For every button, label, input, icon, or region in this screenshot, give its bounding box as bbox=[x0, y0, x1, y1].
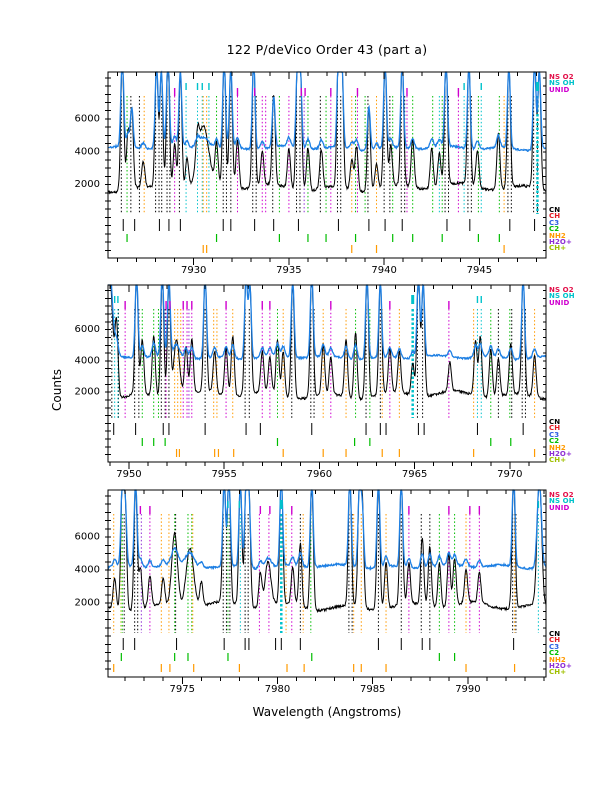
legend-item-NH2: NH2 bbox=[549, 231, 566, 240]
legend-nightsky-panel-2: NS O2 NS OH UNID bbox=[549, 286, 575, 307]
legend-item-C2: C2 bbox=[549, 649, 560, 658]
tick-label: 7985 bbox=[360, 684, 385, 695]
tick-label: 7980 bbox=[265, 684, 290, 695]
tick-label: 7970 bbox=[497, 469, 522, 480]
panel-1-blue-spectrum bbox=[107, 70, 547, 153]
legend-item-H2O+: H2O+ bbox=[549, 661, 572, 670]
tick-label: 7930 bbox=[181, 265, 206, 276]
legend-item-UNID: UNID bbox=[549, 298, 570, 307]
panel-3-line-markers bbox=[113, 514, 539, 633]
legend-item-UNID: UNID bbox=[549, 85, 570, 94]
tick-label: 7960 bbox=[307, 469, 332, 480]
panel-1-black-spectrum bbox=[107, 70, 547, 195]
legend-item-C2: C2 bbox=[549, 225, 560, 234]
legend-nightsky-panel-1: NS O2 NS OH UNID bbox=[549, 73, 575, 94]
panel-3-blue-spectrum bbox=[107, 489, 547, 572]
legend-item-NS_OH: NS OH bbox=[549, 497, 575, 506]
tick-label: 7975 bbox=[170, 684, 195, 695]
panel-1-bottom-marks bbox=[122, 219, 536, 253]
legend-species-panel-1: CN CH C3 C2 NH2 H2O+ CH+ bbox=[549, 206, 572, 253]
panel-2-blue-spectrum bbox=[108, 283, 547, 362]
tick-label: 7935 bbox=[276, 265, 301, 276]
legend-item-C3: C3 bbox=[549, 430, 560, 439]
panel-2-top-marks bbox=[113, 295, 482, 309]
panel-1-frame bbox=[105, 71, 547, 265]
panel-2-frame bbox=[105, 284, 547, 469]
legend-item-CH: CH bbox=[549, 424, 561, 433]
panel-1-top-marks bbox=[173, 82, 539, 96]
tick-label: 4000 bbox=[75, 355, 100, 366]
tick-label: 6000 bbox=[75, 113, 100, 124]
tick-label: 2000 bbox=[75, 179, 100, 190]
panel-3-frame bbox=[105, 489, 547, 684]
legend-item-CH+: CH+ bbox=[549, 668, 567, 677]
x-axis-label: Wavelength (Angstroms) bbox=[252, 705, 402, 719]
tick-label: 2000 bbox=[75, 387, 100, 398]
panel-1-axis-labels: 7930 7935 7940 7945 2000 4000 6000 bbox=[75, 113, 493, 276]
panel-2-bottom-marks bbox=[113, 423, 536, 457]
tick-label: 2000 bbox=[75, 598, 100, 609]
legend-item-C2: C2 bbox=[549, 437, 560, 446]
panel-1-line-markers bbox=[120, 96, 539, 214]
legend-item-NS_O2: NS O2 bbox=[549, 491, 574, 499]
legend-item-CH: CH bbox=[549, 636, 561, 645]
tick-label: 6000 bbox=[75, 324, 100, 335]
legend-item-NS_OH: NS OH bbox=[549, 79, 575, 88]
y-axis-label: Counts bbox=[50, 369, 64, 411]
tick-label: 7945 bbox=[467, 265, 492, 276]
legend-item-CH: CH bbox=[549, 212, 561, 221]
panel-3-axis-labels: 7975 7980 7985 7990 2000 4000 6000 bbox=[75, 532, 481, 695]
legend-item-CN: CN bbox=[549, 206, 561, 214]
legend-item-CH+: CH+ bbox=[549, 456, 567, 465]
panel-3-top-marks bbox=[139, 500, 540, 514]
legend-item-NS_O2: NS O2 bbox=[549, 73, 574, 81]
legend-item-NH2: NH2 bbox=[549, 655, 566, 664]
tick-label: 7950 bbox=[116, 469, 141, 480]
legend-item-H2O+: H2O+ bbox=[549, 449, 572, 458]
tick-label: 7965 bbox=[402, 469, 427, 480]
legend-item-C3: C3 bbox=[549, 642, 560, 651]
tick-label: 4000 bbox=[75, 146, 100, 157]
legend-item-C3: C3 bbox=[549, 218, 560, 227]
tick-label: 6000 bbox=[75, 532, 100, 543]
panel-2-black-spectrum bbox=[108, 284, 547, 402]
legend-item-NS_OH: NS OH bbox=[549, 292, 575, 301]
legend-item-CN: CN bbox=[549, 630, 561, 638]
legend-item-CH+: CH+ bbox=[549, 244, 567, 253]
legend-nightsky-panel-3: NS O2 NS OH UNID bbox=[549, 491, 575, 512]
panel-3-black-spectrum bbox=[107, 489, 547, 614]
panel-3-bottom-marks bbox=[113, 638, 516, 672]
legend-item-CN: CN bbox=[549, 418, 561, 426]
page-title: 122 P/deVico Order 43 (part a) bbox=[226, 42, 428, 57]
panel-2-axis-labels: 7950 7955 7960 7965 7970 2000 4000 6000 bbox=[75, 324, 523, 480]
legend-species-panel-3: CN CH C3 C2 NH2 H2O+ CH+ bbox=[549, 630, 572, 677]
legend-item-NS_O2: NS O2 bbox=[549, 286, 574, 294]
tick-label: 4000 bbox=[75, 565, 100, 576]
tick-label: 7990 bbox=[455, 684, 480, 695]
panel-2-line-markers bbox=[111, 309, 536, 418]
legend-item-UNID: UNID bbox=[549, 503, 570, 512]
legend-item-NH2: NH2 bbox=[549, 443, 566, 452]
tick-label: 7940 bbox=[371, 265, 396, 276]
legend-item-H2O+: H2O+ bbox=[549, 237, 572, 246]
legend-species-panel-2: CN CH C3 C2 NH2 H2O+ CH+ bbox=[549, 418, 572, 465]
tick-label: 7955 bbox=[211, 469, 236, 480]
